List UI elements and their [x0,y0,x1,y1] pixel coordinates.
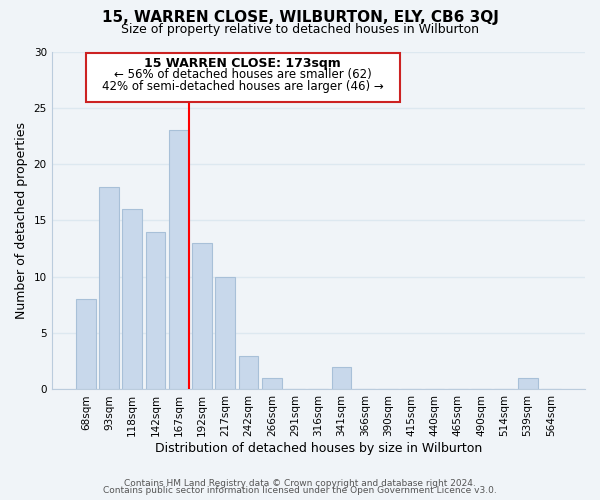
FancyBboxPatch shape [86,53,400,102]
Bar [146,232,166,390]
Bar [122,209,142,390]
Text: Size of property relative to detached houses in Wilburton: Size of property relative to detached ho… [121,22,479,36]
Bar [99,186,119,390]
Bar [192,243,212,390]
Bar [169,130,188,390]
Bar [518,378,538,390]
Text: Contains HM Land Registry data © Crown copyright and database right 2024.: Contains HM Land Registry data © Crown c… [124,478,476,488]
Text: 15, WARREN CLOSE, WILBURTON, ELY, CB6 3QJ: 15, WARREN CLOSE, WILBURTON, ELY, CB6 3Q… [101,10,499,25]
Text: 15 WARREN CLOSE: 173sqm: 15 WARREN CLOSE: 173sqm [145,57,341,70]
Bar [332,367,352,390]
Text: Contains public sector information licensed under the Open Government Licence v3: Contains public sector information licen… [103,486,497,495]
Y-axis label: Number of detached properties: Number of detached properties [15,122,28,319]
Bar [239,356,259,390]
Text: ← 56% of detached houses are smaller (62): ← 56% of detached houses are smaller (62… [114,68,371,82]
Text: 42% of semi-detached houses are larger (46) →: 42% of semi-detached houses are larger (… [102,80,383,92]
Bar [76,300,95,390]
Bar [215,277,235,390]
Bar [262,378,282,390]
X-axis label: Distribution of detached houses by size in Wilburton: Distribution of detached houses by size … [155,442,482,455]
